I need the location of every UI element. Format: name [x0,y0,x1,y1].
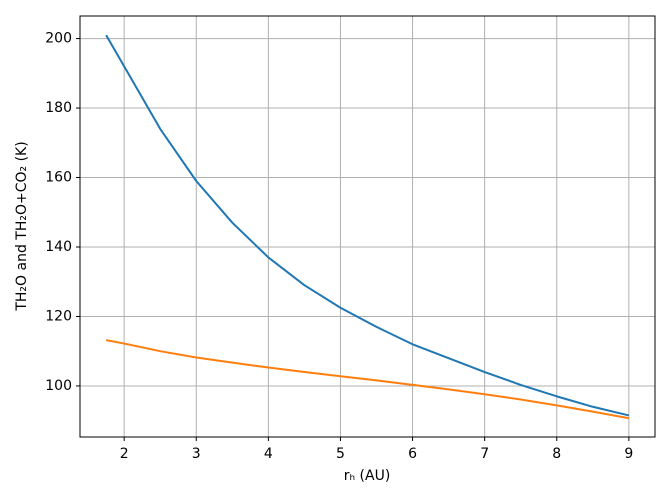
x-tick-label: 3 [192,446,201,462]
x-axis-label: rₕ (AU) [344,468,391,484]
y-axis-label: TH₂O and TH₂O+CO₂ (K) [14,141,30,311]
x-tick-label: 4 [264,446,273,462]
y-tick-label: 120 [45,308,72,324]
x-tick-label: 7 [480,446,489,462]
line-series [105,339,630,420]
x-tick-label: 2 [120,446,129,462]
x-tick-label: 9 [624,446,633,462]
x-tick-label: 6 [408,446,417,462]
x-tick-label: 8 [552,446,561,462]
y-tick-label: 100 [45,378,72,394]
y-tick-label: 140 [45,239,72,255]
plot-frame [79,15,656,438]
y-tick-label: 200 [45,31,72,47]
line-series [105,34,630,417]
x-tick-label: 5 [336,446,345,462]
y-tick-label: 180 [45,100,72,116]
y-tick-label: 160 [45,170,72,186]
